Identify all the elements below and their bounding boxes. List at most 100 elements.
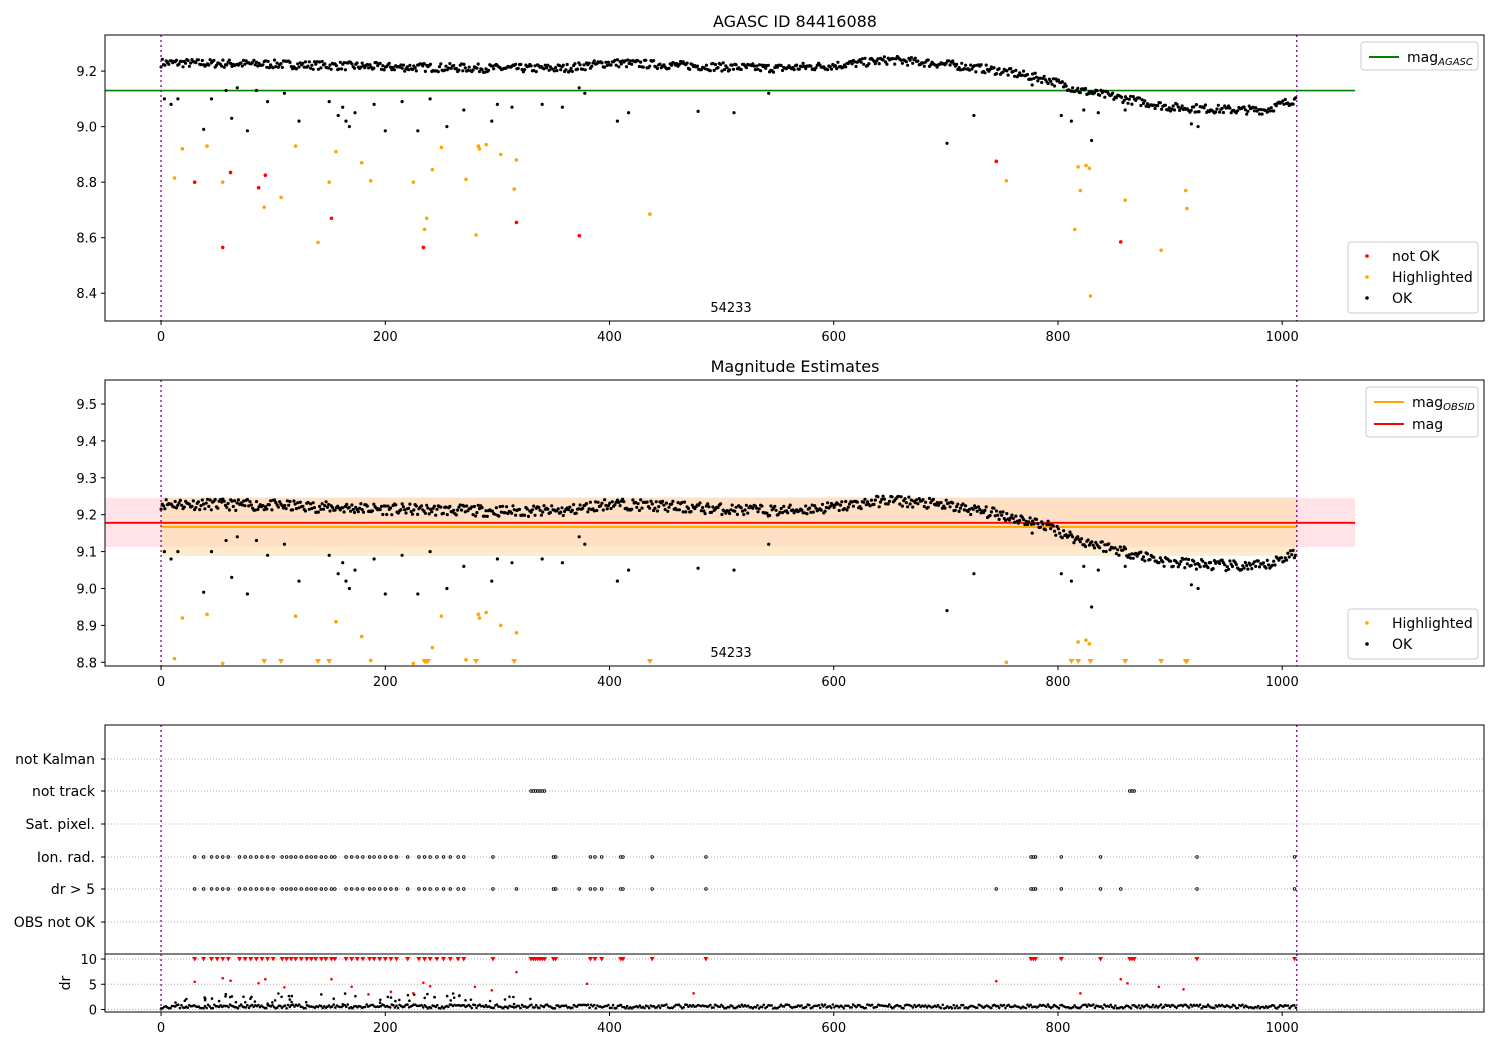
ok-point bbox=[227, 58, 231, 62]
ok-point bbox=[1011, 69, 1015, 73]
ok-point bbox=[645, 500, 649, 504]
ok-point bbox=[569, 66, 573, 70]
highlighted-point bbox=[262, 205, 267, 209]
ok-point bbox=[1241, 564, 1245, 568]
clipped-highlighted-marker bbox=[511, 659, 518, 664]
dr-point bbox=[1029, 1003, 1032, 1007]
ok-point bbox=[568, 69, 572, 73]
ok-point bbox=[657, 505, 661, 509]
dr-point bbox=[875, 1005, 879, 1009]
ok-point bbox=[287, 503, 291, 507]
highlighted-point bbox=[293, 614, 298, 618]
ok-point bbox=[231, 504, 235, 509]
ok-point bbox=[1265, 110, 1269, 114]
dr-clipped-marker bbox=[1292, 957, 1298, 962]
ok-point bbox=[1267, 563, 1271, 567]
ok-point bbox=[344, 119, 348, 123]
ok-point bbox=[1243, 108, 1247, 112]
ok-point bbox=[454, 66, 458, 71]
ok-point bbox=[978, 507, 982, 512]
dr-clipped-marker bbox=[553, 957, 559, 962]
ok-point bbox=[224, 88, 228, 93]
dr-point bbox=[452, 996, 456, 999]
ok-point bbox=[578, 503, 582, 507]
ok-point bbox=[627, 568, 631, 572]
dr-point bbox=[665, 1003, 668, 1006]
dr-clipped-marker bbox=[293, 957, 299, 962]
ok-point bbox=[1223, 563, 1227, 567]
ok-point bbox=[227, 508, 231, 512]
dr-point bbox=[1169, 1005, 1172, 1008]
dr-clipped-marker bbox=[1194, 957, 1200, 962]
dr-point bbox=[746, 1004, 750, 1007]
dr-point bbox=[271, 1001, 274, 1004]
ok-point bbox=[1290, 553, 1294, 557]
ok-point bbox=[1025, 72, 1030, 77]
ok-point bbox=[254, 538, 258, 543]
dr-point bbox=[529, 997, 532, 1001]
ok-point bbox=[240, 64, 244, 68]
ok-point bbox=[314, 62, 318, 66]
highlighted-point bbox=[279, 195, 283, 200]
highlighted-point bbox=[1087, 166, 1092, 171]
dr-point bbox=[619, 1003, 623, 1007]
ok-point bbox=[1158, 101, 1162, 105]
ok-point bbox=[599, 504, 603, 508]
dr-clipped-marker bbox=[253, 957, 259, 962]
dr-high-point bbox=[473, 985, 477, 989]
ok-point bbox=[1062, 85, 1066, 89]
x-tick-label: 400 bbox=[597, 330, 622, 345]
dr-high-point bbox=[264, 977, 267, 981]
ok-point bbox=[588, 500, 593, 504]
ok-point bbox=[1291, 102, 1295, 106]
ok-point bbox=[1013, 74, 1017, 78]
ok-point bbox=[997, 67, 1001, 71]
dr-high-point bbox=[692, 992, 695, 995]
ok-point bbox=[983, 71, 987, 75]
ok-point bbox=[788, 503, 792, 507]
ok-point bbox=[254, 60, 259, 64]
ok-point bbox=[1120, 95, 1124, 99]
ok-point bbox=[316, 67, 320, 71]
dr-clipped-marker bbox=[599, 957, 605, 962]
ok-point bbox=[735, 512, 740, 517]
ok-point bbox=[296, 501, 300, 505]
ok-point bbox=[686, 506, 691, 511]
ok-point bbox=[540, 102, 544, 106]
ok-point bbox=[220, 64, 224, 68]
dr-point bbox=[483, 1005, 486, 1009]
ok-point bbox=[804, 504, 808, 508]
ok-point bbox=[463, 66, 467, 70]
ok-point bbox=[743, 508, 747, 512]
legend-label: Highlighted bbox=[1392, 616, 1473, 632]
ok-point bbox=[835, 67, 839, 71]
dr-point bbox=[534, 1003, 538, 1007]
ok-point bbox=[703, 511, 707, 516]
ok-point bbox=[1076, 535, 1080, 539]
ok-point bbox=[177, 62, 181, 66]
ok-point bbox=[584, 502, 589, 506]
dr-point bbox=[782, 1005, 786, 1008]
flag-point bbox=[1195, 855, 1199, 859]
ok-point bbox=[490, 64, 494, 68]
ok-point bbox=[908, 58, 912, 62]
ok-point bbox=[276, 65, 280, 69]
y-tick-label: 8.8 bbox=[76, 656, 97, 671]
clipped-highlighted-marker bbox=[424, 659, 431, 664]
flag-point bbox=[406, 887, 410, 891]
flag-point bbox=[305, 887, 309, 891]
ok-point bbox=[688, 67, 692, 71]
ok-point bbox=[810, 503, 814, 507]
ok-point bbox=[475, 510, 479, 515]
flag-point bbox=[329, 887, 334, 891]
dr-point bbox=[756, 1004, 759, 1007]
ok-point bbox=[408, 502, 412, 506]
flag-point bbox=[994, 887, 999, 891]
dr-point bbox=[304, 1000, 308, 1004]
ok-point bbox=[1030, 83, 1034, 87]
highlighted-point bbox=[1084, 163, 1088, 168]
ok-point bbox=[1214, 110, 1218, 114]
ok-point bbox=[327, 502, 331, 507]
ok-point bbox=[386, 504, 390, 508]
